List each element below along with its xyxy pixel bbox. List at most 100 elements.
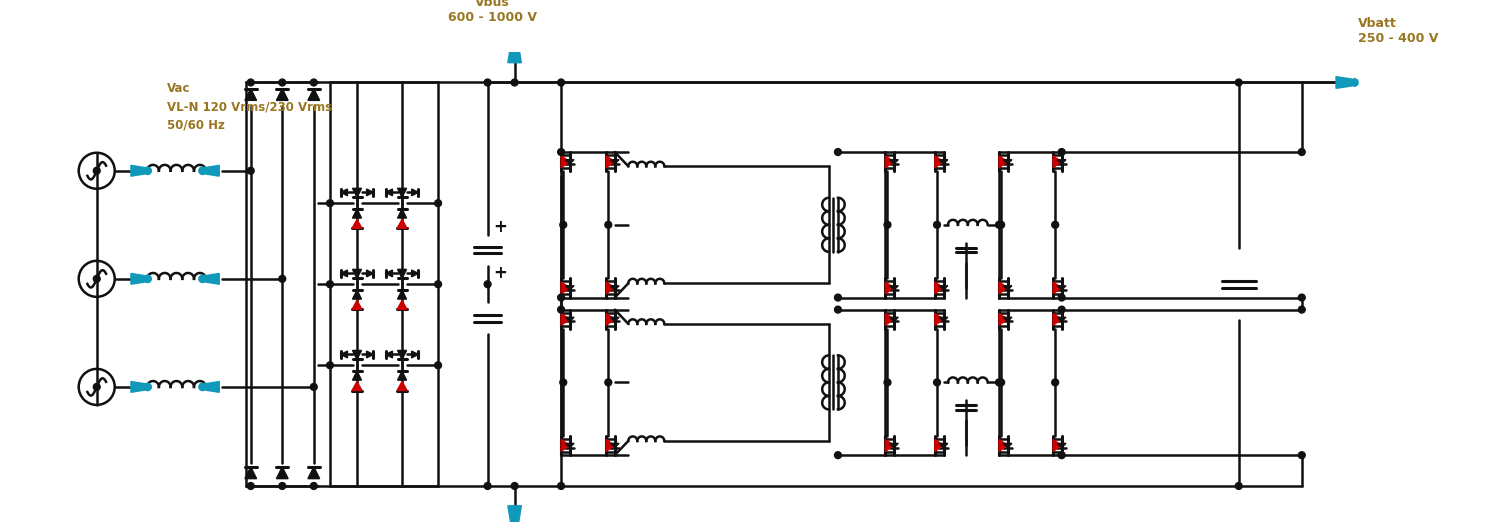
Polygon shape: [940, 160, 948, 164]
Polygon shape: [386, 351, 393, 358]
Circle shape: [934, 221, 941, 228]
Polygon shape: [889, 286, 898, 290]
Circle shape: [484, 79, 491, 86]
Polygon shape: [1004, 443, 1013, 447]
Polygon shape: [277, 89, 287, 100]
Polygon shape: [610, 317, 619, 322]
Circle shape: [558, 149, 564, 156]
Circle shape: [310, 482, 317, 490]
Polygon shape: [566, 160, 575, 164]
Text: +: +: [493, 218, 506, 235]
Circle shape: [1298, 306, 1306, 313]
Circle shape: [558, 306, 564, 313]
Polygon shape: [1053, 282, 1062, 294]
Polygon shape: [131, 382, 144, 393]
Polygon shape: [940, 317, 948, 322]
Circle shape: [278, 276, 286, 282]
Polygon shape: [999, 440, 1008, 452]
Polygon shape: [935, 156, 944, 168]
Circle shape: [435, 362, 442, 369]
Polygon shape: [889, 160, 898, 164]
Polygon shape: [398, 382, 406, 390]
Polygon shape: [1057, 443, 1066, 447]
Circle shape: [1236, 482, 1242, 490]
Circle shape: [1051, 221, 1059, 228]
Polygon shape: [561, 440, 570, 452]
Circle shape: [247, 79, 255, 86]
Polygon shape: [606, 440, 615, 452]
Polygon shape: [935, 440, 944, 452]
Polygon shape: [606, 156, 615, 168]
Circle shape: [1051, 379, 1059, 386]
Polygon shape: [353, 188, 362, 197]
Polygon shape: [411, 189, 418, 196]
Polygon shape: [999, 156, 1008, 168]
Polygon shape: [353, 290, 362, 299]
Circle shape: [144, 276, 150, 282]
Polygon shape: [353, 269, 362, 278]
Circle shape: [834, 149, 841, 156]
Polygon shape: [935, 282, 944, 294]
Polygon shape: [398, 209, 406, 218]
Text: Vac
VL-N 120 Vrms/230 Vrms
50/60 Hz: Vac VL-N 120 Vrms/230 Vrms 50/60 Hz: [167, 82, 332, 132]
Polygon shape: [606, 282, 615, 294]
Circle shape: [278, 79, 286, 86]
Circle shape: [94, 384, 100, 390]
Circle shape: [558, 482, 564, 490]
Polygon shape: [561, 282, 570, 294]
Circle shape: [326, 200, 334, 207]
Polygon shape: [341, 189, 347, 196]
Circle shape: [605, 379, 612, 386]
Circle shape: [310, 384, 317, 390]
Polygon shape: [386, 189, 393, 196]
Polygon shape: [1057, 317, 1066, 322]
Polygon shape: [1336, 77, 1352, 88]
Circle shape: [998, 221, 1005, 228]
Polygon shape: [566, 317, 575, 322]
Circle shape: [1236, 79, 1242, 86]
Polygon shape: [411, 270, 418, 277]
Polygon shape: [940, 286, 948, 290]
Circle shape: [834, 294, 841, 301]
Polygon shape: [308, 467, 320, 479]
Circle shape: [200, 276, 205, 282]
Polygon shape: [1004, 286, 1013, 290]
Circle shape: [247, 482, 255, 490]
Circle shape: [1298, 149, 1306, 156]
Polygon shape: [398, 350, 406, 360]
Text: +: +: [493, 265, 506, 282]
Polygon shape: [398, 188, 406, 197]
Polygon shape: [398, 219, 406, 229]
Circle shape: [200, 384, 205, 390]
Polygon shape: [398, 290, 406, 299]
Circle shape: [560, 379, 567, 386]
Polygon shape: [411, 351, 418, 358]
Circle shape: [1059, 294, 1065, 301]
Polygon shape: [1057, 160, 1066, 164]
Polygon shape: [277, 467, 287, 479]
Polygon shape: [398, 371, 406, 380]
Polygon shape: [1053, 156, 1062, 168]
Polygon shape: [886, 282, 893, 294]
Circle shape: [558, 79, 564, 86]
Circle shape: [834, 306, 841, 313]
Circle shape: [484, 482, 491, 490]
Circle shape: [511, 79, 518, 86]
Circle shape: [1059, 306, 1065, 313]
Polygon shape: [398, 301, 406, 310]
Polygon shape: [308, 89, 320, 100]
Polygon shape: [351, 219, 362, 229]
Polygon shape: [610, 443, 619, 447]
Polygon shape: [561, 313, 570, 325]
Polygon shape: [366, 270, 374, 277]
Polygon shape: [244, 89, 256, 100]
Polygon shape: [1057, 286, 1066, 290]
Polygon shape: [1053, 313, 1062, 325]
Polygon shape: [508, 46, 521, 63]
Circle shape: [560, 221, 567, 228]
Polygon shape: [341, 351, 347, 358]
Circle shape: [200, 168, 205, 174]
Polygon shape: [566, 443, 575, 447]
Polygon shape: [610, 160, 619, 164]
Polygon shape: [353, 209, 362, 218]
